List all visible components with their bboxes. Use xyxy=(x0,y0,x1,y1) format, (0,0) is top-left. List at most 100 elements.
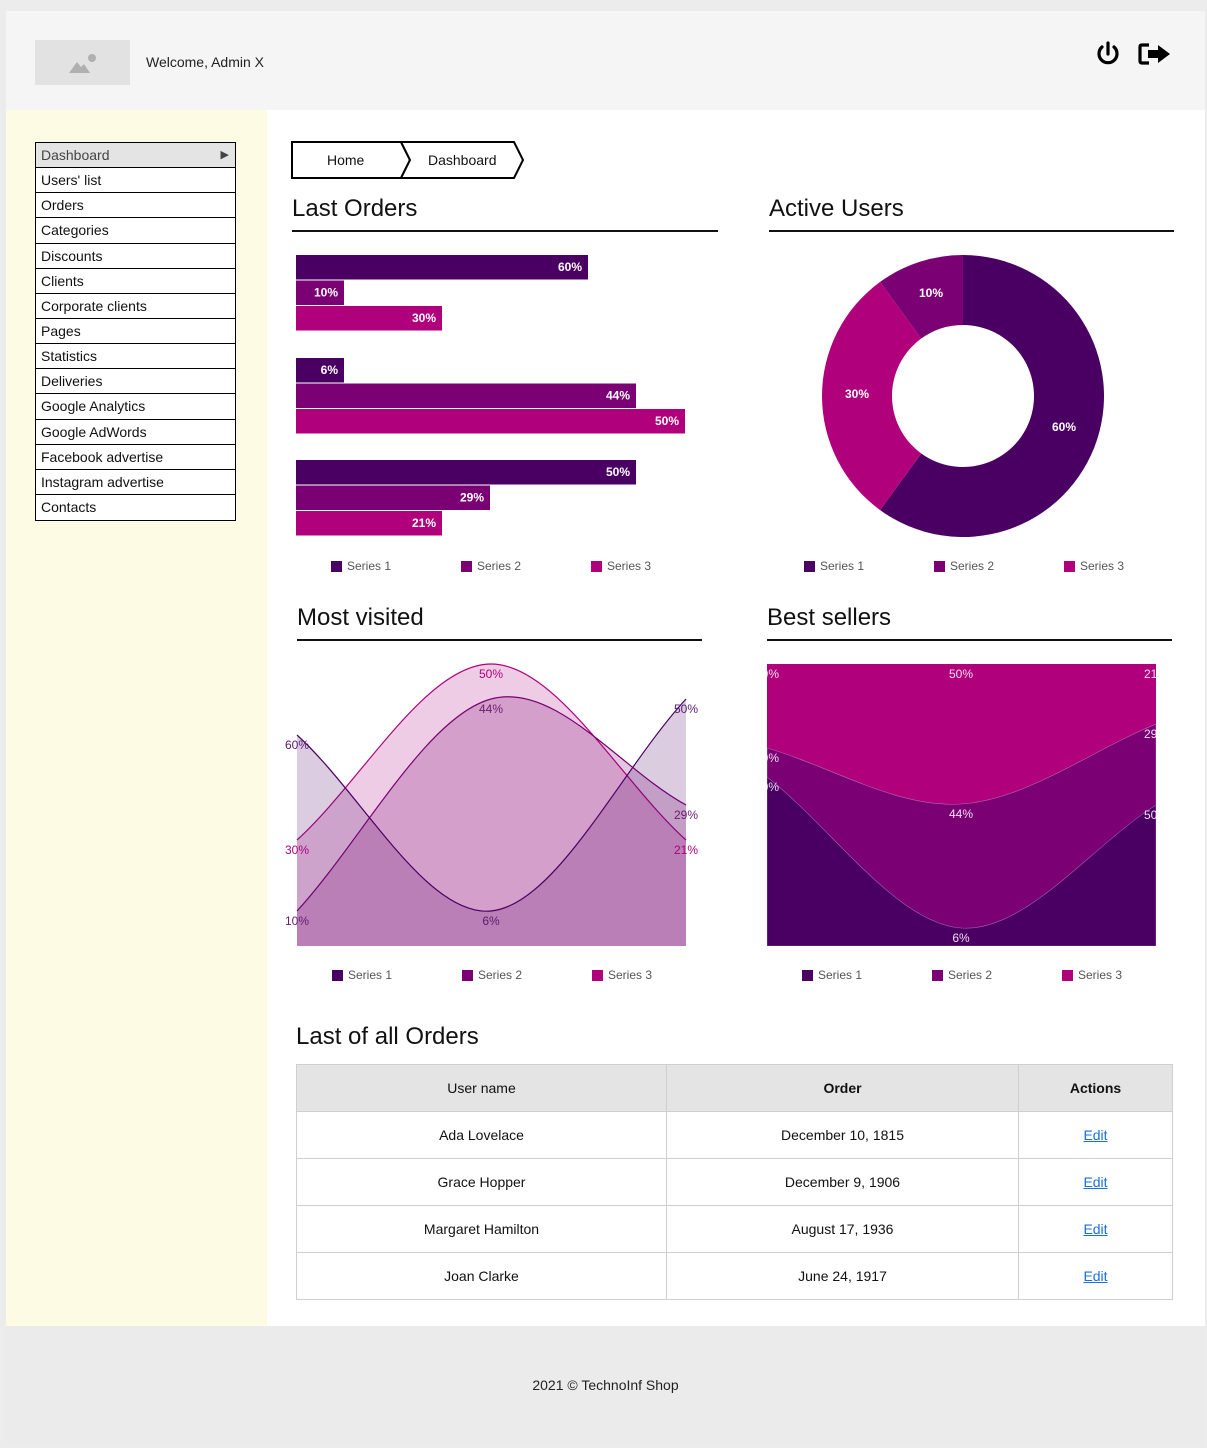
legend-item: Series 2 xyxy=(932,968,1062,982)
table-row: Grace Hopper December 9, 1906 Edit xyxy=(296,1158,1173,1206)
sidebar-item-label: Google AdWords xyxy=(41,423,147,440)
sidebar-item[interactable]: Categories xyxy=(36,218,235,244)
sidebar-item[interactable]: Contacts xyxy=(36,495,235,520)
divider xyxy=(297,639,702,641)
point-label: 60% xyxy=(285,738,309,752)
orders-table: User name Order Actions Ada Lovelace Dece… xyxy=(296,1064,1173,1300)
breadcrumb-dashboard[interactable]: Dashboard xyxy=(428,152,497,168)
sidebar-item[interactable]: Deliveries xyxy=(36,369,235,395)
legend-label: Series 2 xyxy=(948,968,993,982)
legend-label: Series 1 xyxy=(818,968,863,982)
sidebar-item-label: Facebook advertise xyxy=(41,448,164,465)
sidebar-item-label: Clients xyxy=(41,272,84,289)
sidebar-item[interactable]: Discounts xyxy=(36,244,235,269)
bar xyxy=(296,409,685,434)
bar-label: 21% xyxy=(412,516,436,530)
legend-swatch xyxy=(461,560,472,572)
legend-swatch xyxy=(1062,969,1073,981)
image-placeholder-icon xyxy=(69,54,96,73)
bar-label: 50% xyxy=(655,414,679,428)
point-label: 44% xyxy=(479,702,503,716)
sidebar-item[interactable]: Corporate clients xyxy=(36,294,235,319)
bar xyxy=(296,383,636,408)
sidebar-item-label: Deliveries xyxy=(41,373,103,390)
breadcrumb-home[interactable]: Home xyxy=(327,152,365,168)
series-line xyxy=(296,696,687,912)
legend-swatch xyxy=(331,560,342,572)
caret-right-icon: ▶ xyxy=(220,149,229,161)
actions-cell: Edit xyxy=(1018,1158,1173,1206)
point-label: 21% xyxy=(1144,667,1168,681)
legend-label: Series 3 xyxy=(1078,968,1123,982)
sidebar-item[interactable]: Clients xyxy=(36,269,235,294)
legend-label: Series 1 xyxy=(820,559,865,573)
edit-link[interactable]: Edit xyxy=(1083,1127,1108,1143)
point-label: 50% xyxy=(1144,808,1168,822)
bar xyxy=(296,485,490,510)
legend-label: Series 3 xyxy=(1080,559,1125,573)
sidebar-item[interactable]: Facebook advertise xyxy=(36,445,235,470)
donut-slice xyxy=(821,281,922,511)
best-sellers-legend: Series 1 Series 2 Series 3 xyxy=(802,968,1192,982)
col-user-name: User name xyxy=(296,1064,667,1112)
bar xyxy=(296,280,344,305)
table-row: Joan Clarke June 24, 1917 Edit xyxy=(296,1252,1173,1300)
bar xyxy=(296,255,588,280)
slice-label: 10% xyxy=(919,286,943,300)
edit-link[interactable]: Edit xyxy=(1083,1221,1108,1237)
table-row: Margaret Hamilton August 17, 1936 Edit xyxy=(296,1205,1173,1253)
legend-label: Series 2 xyxy=(477,559,522,573)
all-orders-title: Last of all Orders xyxy=(296,1023,479,1050)
sidebar-item[interactable]: Google AdWords xyxy=(36,420,235,445)
point-label: 30% xyxy=(755,667,779,681)
bar xyxy=(296,460,636,485)
area-fill xyxy=(297,699,686,946)
sidebar-item[interactable]: Statistics xyxy=(36,344,235,370)
point-label: 50% xyxy=(674,702,698,716)
sidebar-item[interactable]: Pages xyxy=(36,319,235,345)
slice-label: 60% xyxy=(1052,420,1076,434)
point-label: 10% xyxy=(285,914,309,928)
legend-swatch xyxy=(332,969,343,981)
legend-item: Series 3 xyxy=(1064,559,1194,573)
legend-item: Series 1 xyxy=(332,968,462,982)
power-icon[interactable] xyxy=(1095,41,1121,67)
divider xyxy=(292,230,718,232)
breadcrumb: Home Dashboard xyxy=(291,141,525,179)
sidebar-item[interactable]: Users' list xyxy=(36,168,235,194)
legend-item: Series 3 xyxy=(1062,968,1192,982)
legend-swatch xyxy=(802,969,813,981)
edit-link[interactable]: Edit xyxy=(1083,1268,1108,1284)
legend-item: Series 1 xyxy=(331,559,461,573)
col-actions: Actions xyxy=(1018,1064,1173,1112)
bar xyxy=(296,511,442,536)
active-users-legend: Series 1 Series 2 Series 3 xyxy=(804,559,1194,573)
legend-label: Series 1 xyxy=(347,559,392,573)
legend-item: Series 1 xyxy=(802,968,932,982)
edit-link[interactable]: Edit xyxy=(1083,1174,1108,1190)
bar-label: 60% xyxy=(558,260,582,274)
point-label: 6% xyxy=(952,931,970,945)
best-sellers-title: Best sellers xyxy=(767,604,892,631)
point-label: 29% xyxy=(674,808,698,822)
bar-label: 10% xyxy=(314,286,338,300)
active-users-title: Active Users xyxy=(769,195,904,222)
sidebar-item[interactable]: Dashboard ▶ xyxy=(36,143,235,169)
most-visited-legend: Series 1 Series 2 Series 3 xyxy=(332,968,722,982)
sidebar-item[interactable]: Orders xyxy=(36,193,235,219)
order-date-cell: December 10, 1815 xyxy=(666,1111,1019,1159)
active-users-chart: 60% 30% 10% xyxy=(821,255,1104,537)
legend-swatch xyxy=(462,969,473,981)
point-label: 60% xyxy=(755,780,779,794)
donut-slice xyxy=(880,255,1104,537)
sidebar-item[interactable]: Google Analytics xyxy=(36,394,235,420)
last-orders-title: Last Orders xyxy=(292,195,418,222)
sign-out-icon[interactable] xyxy=(1138,42,1174,66)
legend-swatch xyxy=(804,560,815,572)
legend-swatch xyxy=(934,560,945,572)
user-name-cell: Ada Lovelace xyxy=(296,1111,667,1159)
point-label: 21% xyxy=(674,843,698,857)
slice-label: 30% xyxy=(845,387,869,401)
legend-label: Series 2 xyxy=(478,968,523,982)
sidebar-item[interactable]: Instagram advertise xyxy=(36,470,235,495)
